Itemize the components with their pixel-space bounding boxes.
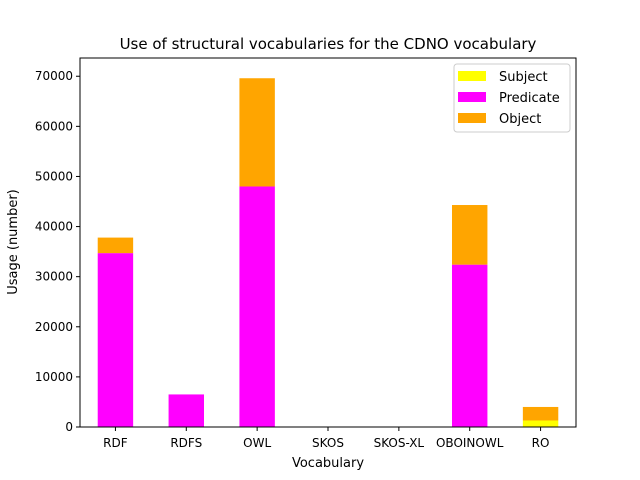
legend-swatch-object [458, 113, 486, 123]
x-tick-label: OBOINOWL [436, 436, 504, 450]
bar-subject-ro [522, 420, 559, 427]
y-tick-label: 50000 [35, 169, 73, 183]
x-tick-label: SKOS [312, 436, 344, 450]
y-axis: 0 10000 20000 30000 40000 50000 60000 70000 [35, 69, 80, 434]
legend: Subject Predicate Object [453, 63, 571, 133]
legend-label-subject: Subject [499, 70, 548, 85]
y-tick-label: 20000 [35, 320, 73, 334]
y-tick-label: 10000 [35, 370, 73, 384]
y-tick-label: 60000 [35, 119, 73, 133]
legend-label-predicate: Predicate [499, 91, 560, 106]
plot-frame [79, 57, 577, 428]
x-tick-label: SKOS-XL [374, 436, 425, 450]
y-tick-label: 30000 [35, 270, 73, 284]
x-tick-label: RDF [103, 436, 128, 450]
bar-predicate-rdfs [168, 394, 204, 427]
chart-title: Use of structural vocabularies for the C… [120, 35, 537, 53]
legend-label-object: Object [499, 112, 541, 127]
bar-predicate-owl [239, 186, 275, 427]
legend-swatch-subject [458, 71, 486, 81]
y-tick-label: 70000 [35, 69, 73, 83]
legend-swatch-predicate [458, 92, 486, 102]
bar-predicate-oboinowl [452, 264, 488, 427]
y-tick-label: 40000 [35, 220, 73, 234]
x-tick-label: RDFS [170, 436, 202, 450]
x-tick-label: OWL [243, 436, 271, 450]
x-axis-label: Vocabulary [292, 456, 364, 471]
x-axis: RDF RDFS OWL SKOS SKOS-XL OBOINOWL RO [103, 427, 549, 450]
bar-object-rdf [97, 237, 134, 254]
x-tick-label: RO [532, 436, 550, 450]
y-axis-label: Usage (number) [6, 189, 21, 295]
bars-group [97, 78, 559, 427]
bar-object-ro [522, 406, 559, 421]
bar-object-oboinowl [452, 205, 488, 265]
bar-object-owl [239, 78, 275, 187]
bar-predicate-rdf [97, 253, 134, 427]
y-tick-label: 0 [65, 420, 73, 434]
